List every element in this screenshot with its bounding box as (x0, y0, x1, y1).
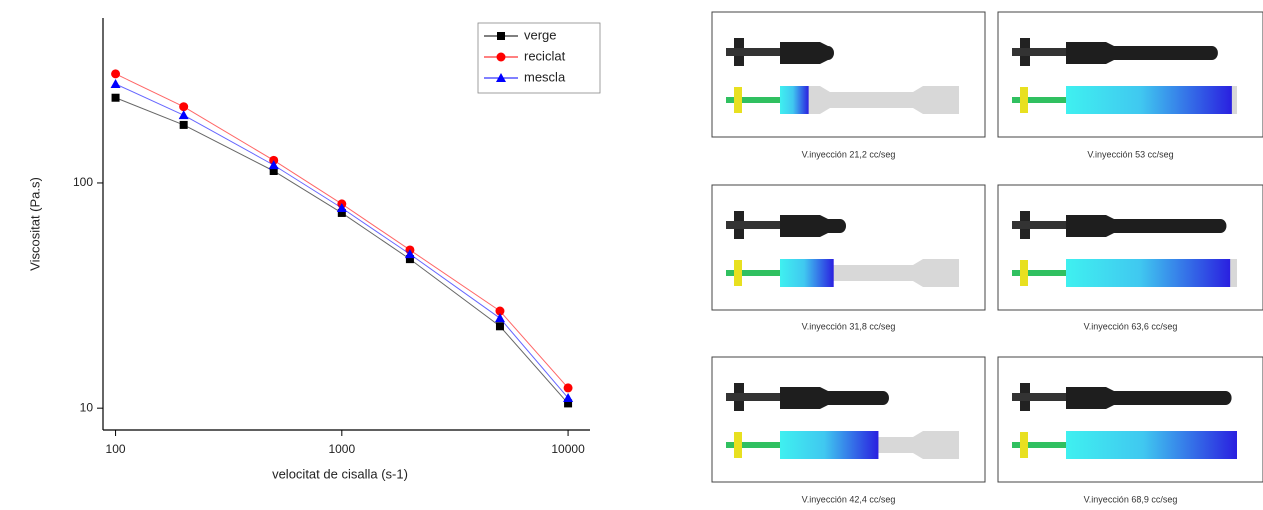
marker (405, 255, 414, 264)
panel-frame (711, 184, 986, 311)
sim-sprue (734, 260, 742, 286)
legend-label: verge (524, 27, 557, 42)
runner (1012, 221, 1066, 229)
x-axis-label: velocitat de cisalla (s-1) (272, 466, 408, 481)
sim-flow (780, 431, 879, 459)
legend-label: mescla (524, 69, 566, 84)
panel-frame (711, 356, 986, 483)
molded-part (1066, 387, 1232, 409)
sim-runner (1012, 442, 1066, 448)
sim-runner (726, 97, 780, 103)
panel-caption: V.inyección 21,2 cc/seg (802, 149, 896, 159)
marker (269, 166, 278, 175)
marker (179, 120, 188, 129)
runner (726, 221, 780, 229)
mould-outline (780, 86, 959, 114)
x-tick-label: 1000 (328, 442, 355, 456)
molded-part (780, 42, 834, 64)
sim-flow (1066, 86, 1232, 114)
panel-frame (997, 11, 1263, 138)
sim-sprue (1020, 432, 1028, 458)
sim-flow (780, 86, 809, 114)
molded-part (780, 387, 889, 409)
molded-part (780, 215, 847, 237)
runner (1012, 393, 1066, 401)
marker (111, 93, 120, 102)
sim-sprue (734, 432, 742, 458)
panel-image (726, 211, 959, 287)
marker (497, 32, 505, 40)
panel-image (1012, 38, 1237, 114)
marker (337, 208, 346, 217)
y-tick-label: 100 (73, 175, 93, 189)
sim-sprue (1020, 87, 1028, 113)
marker (563, 392, 574, 402)
panel-caption: V.inyección 31,8 cc/seg (802, 321, 896, 331)
marker (111, 69, 121, 79)
x-tick-label: 100 (106, 442, 126, 456)
panel-caption: V.inyección 63,6 cc/seg (1084, 321, 1178, 331)
panel-frame (711, 11, 986, 138)
panel-image (726, 383, 959, 459)
marker (496, 52, 506, 62)
molded-part (1066, 215, 1227, 237)
sim-flow (780, 259, 834, 287)
panel-caption: V.inyección 53 cc/seg (1087, 149, 1173, 159)
runner (726, 393, 780, 401)
panel-frame (997, 356, 1263, 483)
marker (336, 203, 347, 213)
runner (726, 48, 780, 56)
sim-runner (726, 442, 780, 448)
panel-caption: V.inyección 42,4 cc/seg (802, 494, 896, 504)
marker (494, 313, 505, 323)
legend-label: reciclat (524, 48, 566, 63)
marker (179, 102, 189, 112)
molded-part (1066, 42, 1218, 64)
marker (268, 160, 279, 170)
y-axis-label: Viscositat (Pa.s) (27, 177, 42, 271)
marker (404, 249, 415, 259)
marker (495, 322, 504, 331)
marker (495, 306, 505, 316)
marker (178, 110, 189, 120)
panel-image (1012, 211, 1237, 287)
panel-image (726, 38, 959, 114)
runner (1012, 48, 1066, 56)
x-tick-label: 10000 (551, 442, 585, 456)
sim-flow (1066, 259, 1231, 287)
sim-sprue (1020, 260, 1028, 286)
sim-runner (1012, 97, 1066, 103)
marker (496, 73, 506, 82)
sim-flow (1066, 431, 1237, 459)
series-line (115, 83, 569, 399)
marker (563, 383, 573, 393)
series-line (115, 97, 569, 404)
marker (110, 79, 121, 89)
panel-frame (997, 184, 1263, 311)
panel-caption: V.inyección 68,9 cc/seg (1084, 494, 1178, 504)
sim-sprue (734, 87, 742, 113)
marker (564, 399, 573, 408)
sim-runner (1012, 270, 1066, 276)
panel-image (1012, 383, 1237, 459)
y-tick-label: 10 (80, 400, 94, 414)
sim-runner (726, 270, 780, 276)
